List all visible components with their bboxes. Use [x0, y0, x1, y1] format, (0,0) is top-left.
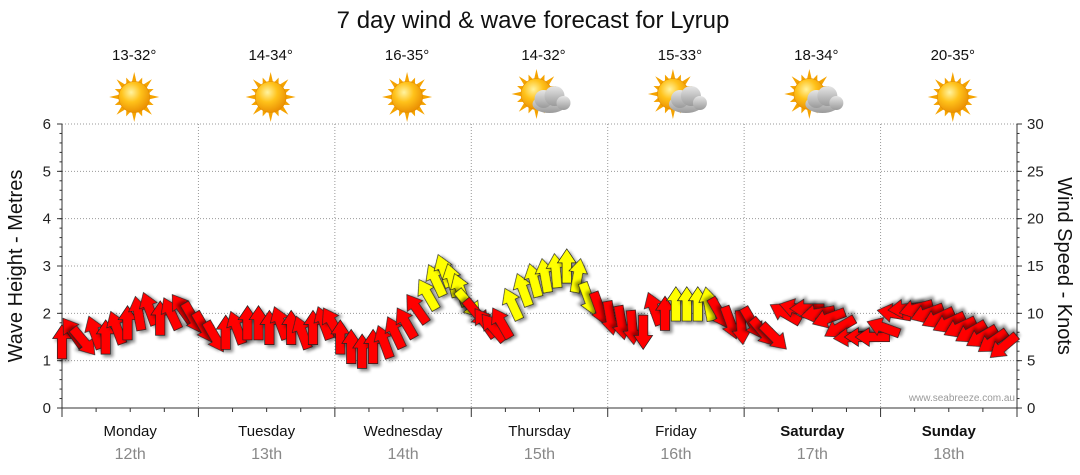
partly-cloudy-icon — [647, 69, 707, 119]
right-tick-label: 10 — [1027, 305, 1044, 322]
left-axis-label: Wave Height - Metres — [5, 170, 27, 363]
temperature-label: 14-34° — [248, 47, 292, 64]
left-tick-label: 3 — [43, 258, 51, 275]
left-tick-label: 2 — [43, 305, 51, 322]
sun-icon — [382, 72, 433, 122]
wind-arrow — [556, 248, 577, 284]
wind-arrow-series — [51, 248, 1021, 369]
left-axis: 0 1 2 3 4 5 6 — [43, 116, 63, 417]
day-name-label: Monday — [104, 423, 158, 440]
sun-icon — [927, 72, 978, 122]
right-tick-label: 15 — [1027, 258, 1044, 275]
grid — [62, 123, 1017, 408]
day-date-label: 17th — [797, 446, 828, 463]
day-name-label: Thursday — [508, 423, 571, 440]
day-date-label: 15th — [524, 446, 555, 463]
wind-arrow — [758, 321, 787, 350]
weather-icon-row — [109, 69, 978, 122]
wind-arrow — [491, 307, 515, 341]
day-date-label: 14th — [388, 446, 419, 463]
day-date-label: 13th — [251, 446, 282, 463]
right-axis: 0 5 10 15 20 25 30 — [1016, 116, 1044, 417]
day-name-label: Wednesday — [364, 423, 443, 440]
day-date-label: 18th — [933, 446, 964, 463]
temperature-label: 14-32° — [521, 47, 565, 64]
wind-arrow — [384, 316, 407, 351]
wind-arrow — [373, 324, 395, 360]
partly-cloudy-icon — [511, 69, 571, 119]
day-name-label: Tuesday — [238, 423, 295, 440]
day-name-label: Sunday — [922, 423, 977, 440]
left-tick-label: 4 — [43, 211, 51, 228]
day-date-label: 16th — [660, 446, 691, 463]
temperature-label: 13-32° — [112, 47, 156, 64]
right-tick-label: 0 — [1027, 400, 1035, 417]
left-tick-label: 0 — [43, 400, 51, 417]
right-tick-label: 30 — [1027, 116, 1044, 133]
right-tick-label: 5 — [1027, 353, 1035, 370]
chart-title: 7 day wind & wave forecast for Lyrup — [337, 7, 730, 34]
temperature-label: 18-34° — [794, 47, 838, 64]
right-tick-label: 25 — [1027, 163, 1044, 180]
wind-arrow — [406, 294, 431, 326]
wind-arrow — [811, 307, 847, 329]
right-tick-label: 20 — [1027, 211, 1044, 228]
sun-icon — [109, 72, 160, 122]
temperature-label: 15-33° — [658, 47, 702, 64]
wind-arrow — [568, 257, 589, 294]
wind-arrow — [989, 331, 1021, 358]
wind-arrow — [854, 326, 890, 348]
temperature-label: 20-35° — [931, 47, 975, 64]
left-tick-label: 5 — [43, 163, 51, 180]
wind-arrow — [501, 287, 525, 322]
wind-arrow — [395, 307, 419, 341]
day-name-label: Friday — [655, 423, 697, 440]
partly-cloudy-icon — [784, 69, 844, 119]
credit: www.seabreeze.com.au — [908, 393, 1015, 404]
sun-icon — [245, 72, 296, 122]
temperature-row: 13-32° 14-34° 16-35° 14-32° 15-33° 18-34° 20-3… — [112, 47, 975, 64]
left-tick-label: 1 — [43, 353, 51, 370]
right-axis-label: Wind Speed - Knots — [1053, 177, 1075, 355]
wind-arrow — [633, 314, 654, 351]
left-tick-label: 6 — [43, 116, 51, 133]
x-axis: Monday 12th Tuesday 13th Wednesday 14th Thursd… — [61, 407, 1018, 463]
day-date-label: 12th — [115, 446, 146, 463]
wind-arrow — [417, 278, 441, 313]
temperature-label: 16-35° — [385, 47, 429, 64]
wind-arrow — [866, 317, 902, 339]
day-name-label: Saturday — [780, 423, 845, 440]
